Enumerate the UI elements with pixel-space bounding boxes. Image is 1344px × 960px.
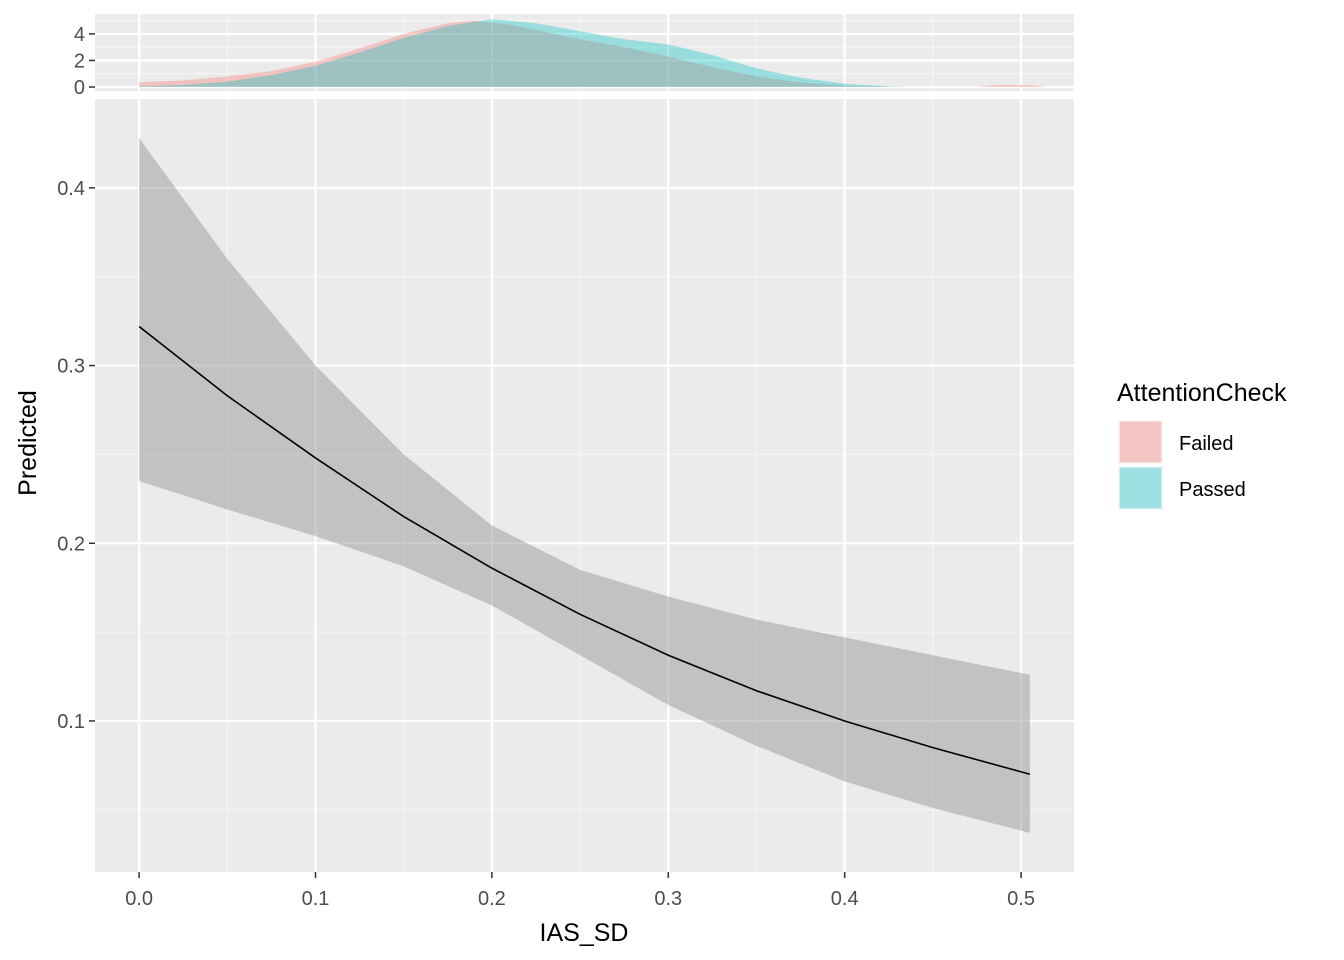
x-axis-title: IAS_SD (540, 919, 629, 947)
y-axis-title: Predicted (14, 390, 42, 496)
x-tick-label: 0.2 (478, 888, 506, 910)
main-y-axis: 0.1 0.2 0.3 0.4 (57, 178, 95, 733)
x-tick-label: 0.1 (302, 888, 330, 910)
density-panel: 0 2 4 (74, 14, 1074, 99)
legend-key-background (1118, 466, 1163, 510)
legend-label-failed: Failed (1179, 433, 1233, 455)
legend-swatch-passed (1118, 466, 1163, 510)
legend-label-passed: Passed (1179, 479, 1246, 501)
legend-items: Failed Passed (1118, 420, 1246, 510)
density-y-tick-label: 0 (74, 77, 85, 99)
confidence-ribbon (139, 138, 1030, 833)
main-panel: 0.1 0.2 0.3 0.4 0.0 0.1 0.2 0.3 0.4 0.5 (57, 99, 1074, 910)
legend-swatch-failed (1118, 420, 1163, 464)
legend-title: AttentionCheck (1117, 379, 1287, 407)
ribbon-area (139, 138, 1030, 833)
density-y-tick-label: 2 (74, 50, 85, 72)
y-tick-label: 0.4 (57, 178, 85, 200)
legend-key-background (1118, 420, 1163, 464)
x-tick-label: 0.5 (1007, 888, 1035, 910)
y-tick-label: 0.3 (57, 356, 85, 378)
density-y-axis: 0 2 4 (74, 24, 95, 99)
x-tick-label: 0.4 (831, 888, 859, 910)
density-area-failed (139, 20, 1048, 88)
x-tick-label: 0.0 (125, 888, 153, 910)
density-panel-background (95, 14, 1074, 91)
prediction-line-path (138, 325, 1031, 776)
density-areas (139, 19, 1048, 88)
density-area-passed (139, 19, 907, 88)
density-y-tick-label: 4 (74, 24, 85, 46)
y-tick-label: 0.2 (57, 533, 85, 555)
prediction-line (138, 325, 1031, 776)
y-tick-label: 0.1 (57, 711, 85, 733)
x-tick-label: 0.3 (654, 888, 682, 910)
main-x-axis: 0.0 0.1 0.2 0.3 0.4 0.5 (125, 872, 1035, 910)
density-grid (95, 14, 1074, 91)
legend: AttentionCheck Failed Passed (1117, 379, 1287, 510)
